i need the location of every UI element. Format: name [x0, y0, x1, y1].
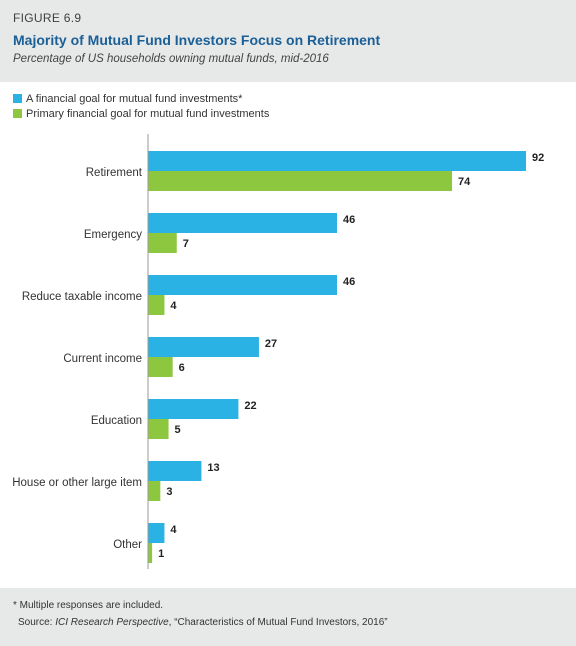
bar-series1 — [148, 461, 202, 481]
data-label-series1: 13 — [207, 462, 219, 474]
data-label-series2: 74 — [458, 176, 471, 188]
source-title: , “Characteristics of Mutual Fund Invest… — [168, 617, 388, 628]
category-label: Retirement — [86, 167, 143, 179]
category-label: Current income — [63, 353, 142, 365]
bar-series1 — [148, 399, 239, 419]
figure-label: FIGURE 6.9 — [13, 11, 82, 25]
data-label-series2: 3 — [166, 486, 172, 498]
category-label: Reduce taxable income — [22, 291, 142, 303]
legend-swatch-series2 — [13, 109, 22, 118]
legend-label-series2: Primary financial goal for mutual fund i… — [26, 107, 270, 120]
footnote: * Multiple responses are included. — [13, 600, 164, 611]
bar-series1 — [148, 151, 526, 171]
chart-legend: A financial goal for mutual fund investm… — [13, 91, 269, 121]
data-label-series2: 6 — [179, 362, 185, 374]
bar-series2 — [148, 233, 177, 253]
category-label: Emergency — [84, 229, 142, 241]
data-label-series1: 92 — [532, 152, 544, 164]
legend-label-series1: A financial goal for mutual fund investm… — [26, 92, 243, 105]
bar-series2 — [148, 419, 169, 439]
chart-title: Majority of Mutual Fund Investors Focus … — [13, 32, 381, 48]
bar-series2 — [148, 543, 153, 563]
data-label-series2: 7 — [183, 238, 189, 250]
category-label: Education — [91, 415, 142, 427]
bar-series1 — [148, 523, 165, 543]
chart-subtitle: Percentage of US households owning mutua… — [13, 53, 329, 65]
source-line: Source: ICI Research Perspective, “Chara… — [18, 617, 388, 628]
data-label-series2: 5 — [175, 424, 181, 436]
bar-series2 — [148, 481, 161, 501]
legend-item-series2: Primary financial goal for mutual fund i… — [13, 106, 269, 121]
figure-footer: * Multiple responses are included. Sourc… — [0, 588, 576, 646]
chart-area: Retirement 92 74 Emergency 46 7 Reduce taxable… — [0, 130, 576, 580]
bar-series2 — [148, 295, 165, 315]
bar-series2 — [148, 171, 453, 191]
data-label-series1: 27 — [265, 338, 277, 350]
legend-item-series1: A financial goal for mutual fund investm… — [13, 91, 269, 106]
source-publication: ICI Research Perspective — [55, 617, 169, 628]
category-label: House or other large item — [12, 477, 142, 489]
bar-series1 — [148, 337, 259, 357]
data-label-series1: 46 — [343, 276, 355, 288]
category-label: Other — [113, 539, 142, 551]
data-label-series1: 22 — [244, 400, 256, 412]
data-label-series2: 1 — [158, 548, 164, 560]
data-label-series1: 46 — [343, 214, 355, 226]
data-label-series1: 4 — [170, 524, 177, 536]
legend-swatch-series1 — [13, 94, 22, 103]
bar-series1 — [148, 275, 337, 295]
bar-series1 — [148, 213, 337, 233]
figure-header: FIGURE 6.9 Majority of Mutual Fund Inves… — [0, 0, 576, 82]
data-label-series2: 4 — [170, 300, 177, 312]
source-prefix: Source: — [18, 617, 56, 628]
bar-series2 — [148, 357, 173, 377]
